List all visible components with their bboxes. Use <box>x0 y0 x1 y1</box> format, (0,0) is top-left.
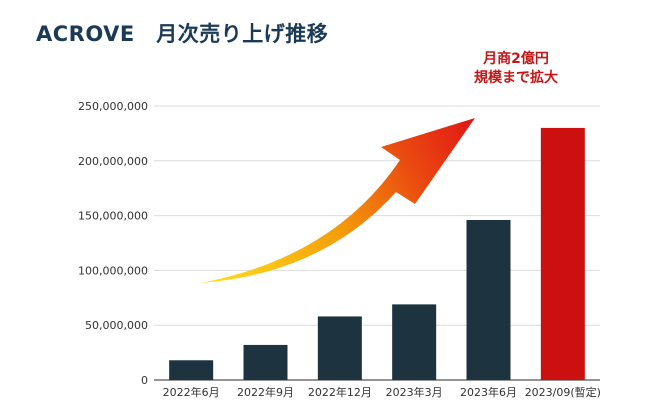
bar-1 <box>169 360 214 380</box>
x-tick-label: 2022年6月 <box>163 385 220 399</box>
y-tick-label: 200,000,000 <box>78 155 148 168</box>
y-tick-label: 0 <box>141 374 148 387</box>
x-tick-label: 2023年6月 <box>460 385 517 399</box>
y-tick-label: 250,000,000 <box>78 100 148 113</box>
growth-callout: 月商2億円 規模まで拡大 <box>468 50 564 88</box>
grid-lines <box>154 105 600 381</box>
bar-4 <box>392 304 437 380</box>
bar-6 <box>540 127 585 380</box>
y-axis: 0 50,000,000 100,000,000 150,000,000 200,000… <box>78 100 148 387</box>
y-tick-label: 50,000,000 <box>85 319 148 332</box>
y-tick-label: 150,000,000 <box>78 210 148 223</box>
x-tick-label: 2023年3月 <box>386 385 443 399</box>
growth-arrow <box>200 118 475 283</box>
page-title: ACROVE 月次売り上げ推移 <box>36 22 329 46</box>
callout-line-2: 規模まで拡大 <box>474 70 558 86</box>
bar-3 <box>317 316 362 380</box>
bars <box>169 127 585 380</box>
bar-2 <box>243 344 288 380</box>
y-tick-label: 100,000,000 <box>78 264 148 277</box>
x-tick-label: 2022年9月 <box>237 385 294 399</box>
callout-line-1: 月商2億円 <box>483 51 549 67</box>
x-axis: 2022年6月 2022年9月 2022年12月 2023年3月 2023年6月 2023… <box>163 385 601 399</box>
x-tick-label: 2023/09(暫定) <box>525 385 601 399</box>
x-tick-label: 2022年12月 <box>308 385 372 399</box>
bar-5 <box>466 219 511 380</box>
